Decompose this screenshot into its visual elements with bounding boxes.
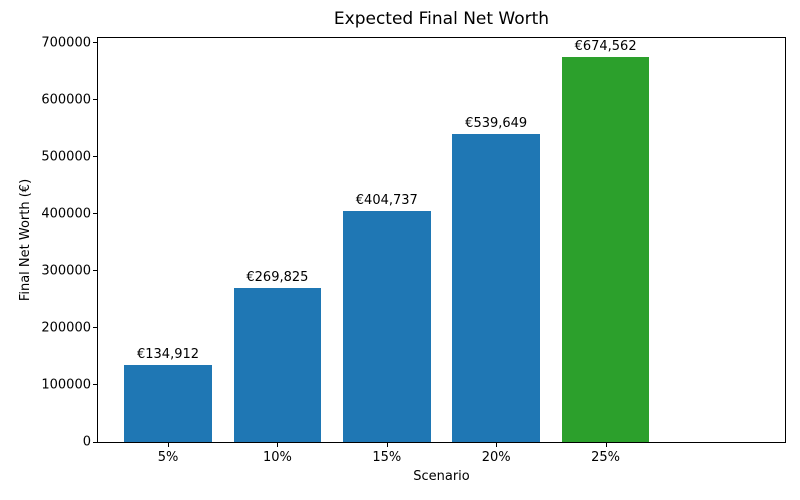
y-tick-mark: [93, 213, 97, 215]
x-tick-label: 15%: [372, 450, 402, 465]
bar-15%: [343, 211, 431, 442]
x-tick-mark: [605, 443, 607, 447]
x-tick-label: 25%: [591, 450, 621, 465]
y-tick-label: 300000: [41, 263, 91, 279]
x-axis-label: Scenario: [413, 469, 470, 484]
bar-value-label: €539,649: [465, 116, 528, 132]
x-tick-label: 10%: [262, 450, 292, 465]
x-tick-mark: [386, 443, 388, 447]
y-tick-mark: [93, 156, 97, 158]
bars-layer: €134,912 €269,825 €404,737 €539,649 €674,562: [98, 38, 785, 442]
y-tick-label: 0: [82, 434, 91, 450]
bar-value-label: €404,737: [355, 193, 418, 209]
y-axis-label: Final Net Worth (€): [18, 178, 33, 302]
y-tick-label: 500000: [41, 149, 91, 165]
plot-area: €134,912 €269,825 €404,737 €539,649 €674,562: [97, 37, 786, 443]
chart-title: Expected Final Net Worth: [333, 9, 550, 29]
bar-value-label: €674,562: [574, 39, 637, 55]
y-tick-label: 600000: [41, 92, 91, 108]
y-tick-mark: [93, 99, 97, 101]
y-tick-mark: [93, 327, 97, 329]
y-tick-mark: [93, 441, 97, 443]
y-tick-mark: [93, 384, 97, 386]
bar-value-label: €269,825: [246, 270, 309, 286]
x-tick-label: 5%: [157, 450, 179, 465]
x-tick-mark: [277, 443, 279, 447]
y-tick-mark: [93, 42, 97, 44]
y-tick-label: 700000: [41, 35, 91, 51]
bar-value-label: €134,912: [136, 347, 200, 363]
bar-5%: [124, 365, 212, 442]
bar-25%: [561, 57, 650, 442]
x-tick-mark: [496, 443, 498, 447]
y-tick-label: 400000: [41, 206, 91, 222]
y-tick-label: 200000: [41, 320, 91, 336]
bar-10%: [233, 288, 322, 442]
bar-20%: [452, 134, 540, 442]
x-tick-label: 20%: [481, 450, 511, 465]
y-tick-label: 100000: [41, 377, 91, 393]
x-tick-mark: [168, 443, 169, 447]
y-tick-mark: [93, 270, 97, 272]
